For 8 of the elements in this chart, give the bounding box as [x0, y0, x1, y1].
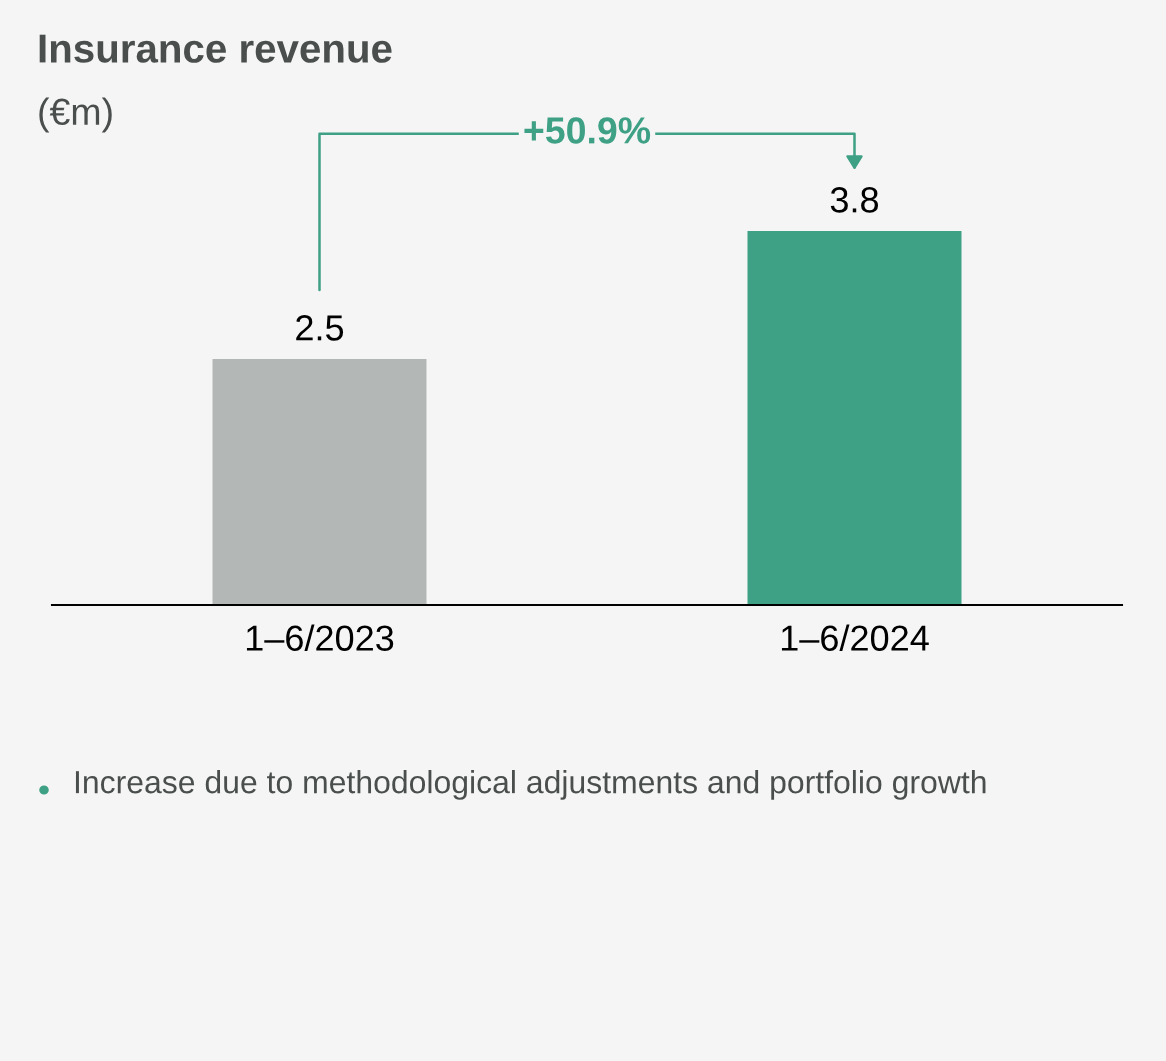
text: Increase due to methodological adjustments and portfolio growth — [75, 770, 986, 800]
x-tick-label: 1–6/2023 — [246, 624, 394, 651]
data-label: 2.5 — [296, 315, 344, 341]
data-label: 3.8 — [830, 187, 879, 213]
chart-subtitle: (€m) — [39, 97, 112, 133]
text: +50.9% — [524, 117, 651, 144]
chart-title: Insurance revenue — [39, 34, 392, 63]
x-tick-label: 1–6/2024 — [781, 624, 929, 651]
